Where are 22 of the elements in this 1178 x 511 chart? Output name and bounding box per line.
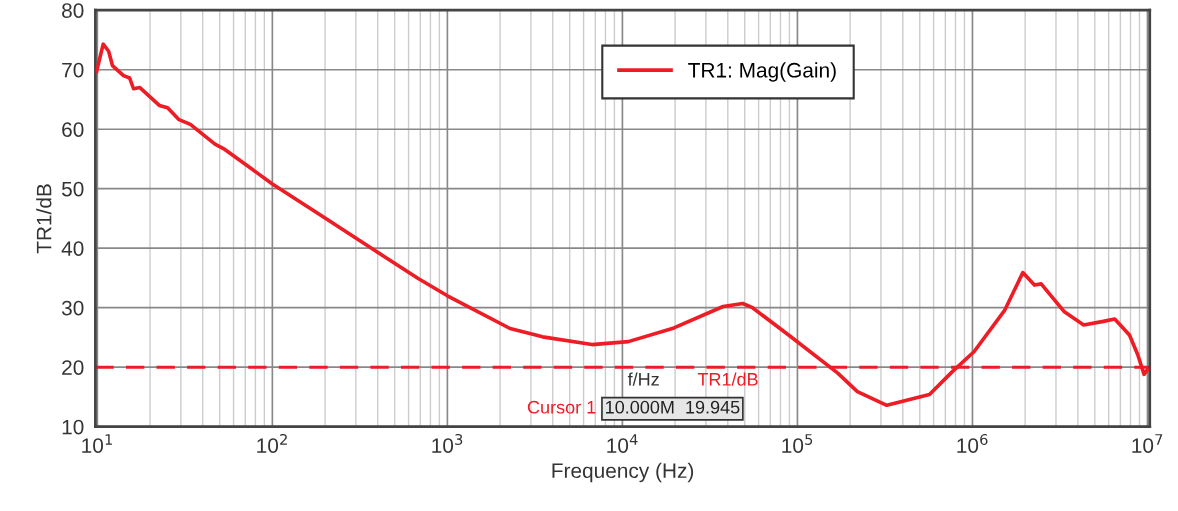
annotation: TR1/dB (697, 372, 758, 386)
annotation: Cursor 1 (527, 400, 596, 414)
annotation: f/Hz (627, 372, 659, 386)
x-tick-label: 10$^{1}$ (82, 434, 112, 453)
x-tick-label: 10$^{2}$ (257, 433, 287, 453)
x-tick-label: 10$^{7}$ (1132, 434, 1163, 453)
y-tick-label: 10 (62, 419, 84, 435)
y-axis-title: TR1/dB (36, 184, 52, 254)
x-tick-label: 10$^{3}$ (432, 433, 463, 453)
y-tick-label: 80 (62, 3, 84, 18)
y-tick-label: 30 (61, 300, 84, 316)
x-axis-title: Frequency (Hz) (552, 462, 694, 483)
legend-label: TR1: Mag(Gain) (688, 62, 836, 82)
y-tick-label: 50 (61, 181, 84, 197)
y-tick-label: 20 (62, 360, 84, 375)
x-tick-label: 10$^{4}$ (607, 434, 638, 453)
x-tick-label: 10$^{5}$ (782, 434, 813, 453)
y-tick-label: 60 (62, 122, 84, 137)
y-tick-label: 70 (62, 62, 84, 78)
x-tick-label: 10$^{6}$ (957, 433, 988, 453)
annotation: 10.000M 19.945 (606, 400, 740, 414)
y-tick-label: 40 (61, 241, 84, 256)
